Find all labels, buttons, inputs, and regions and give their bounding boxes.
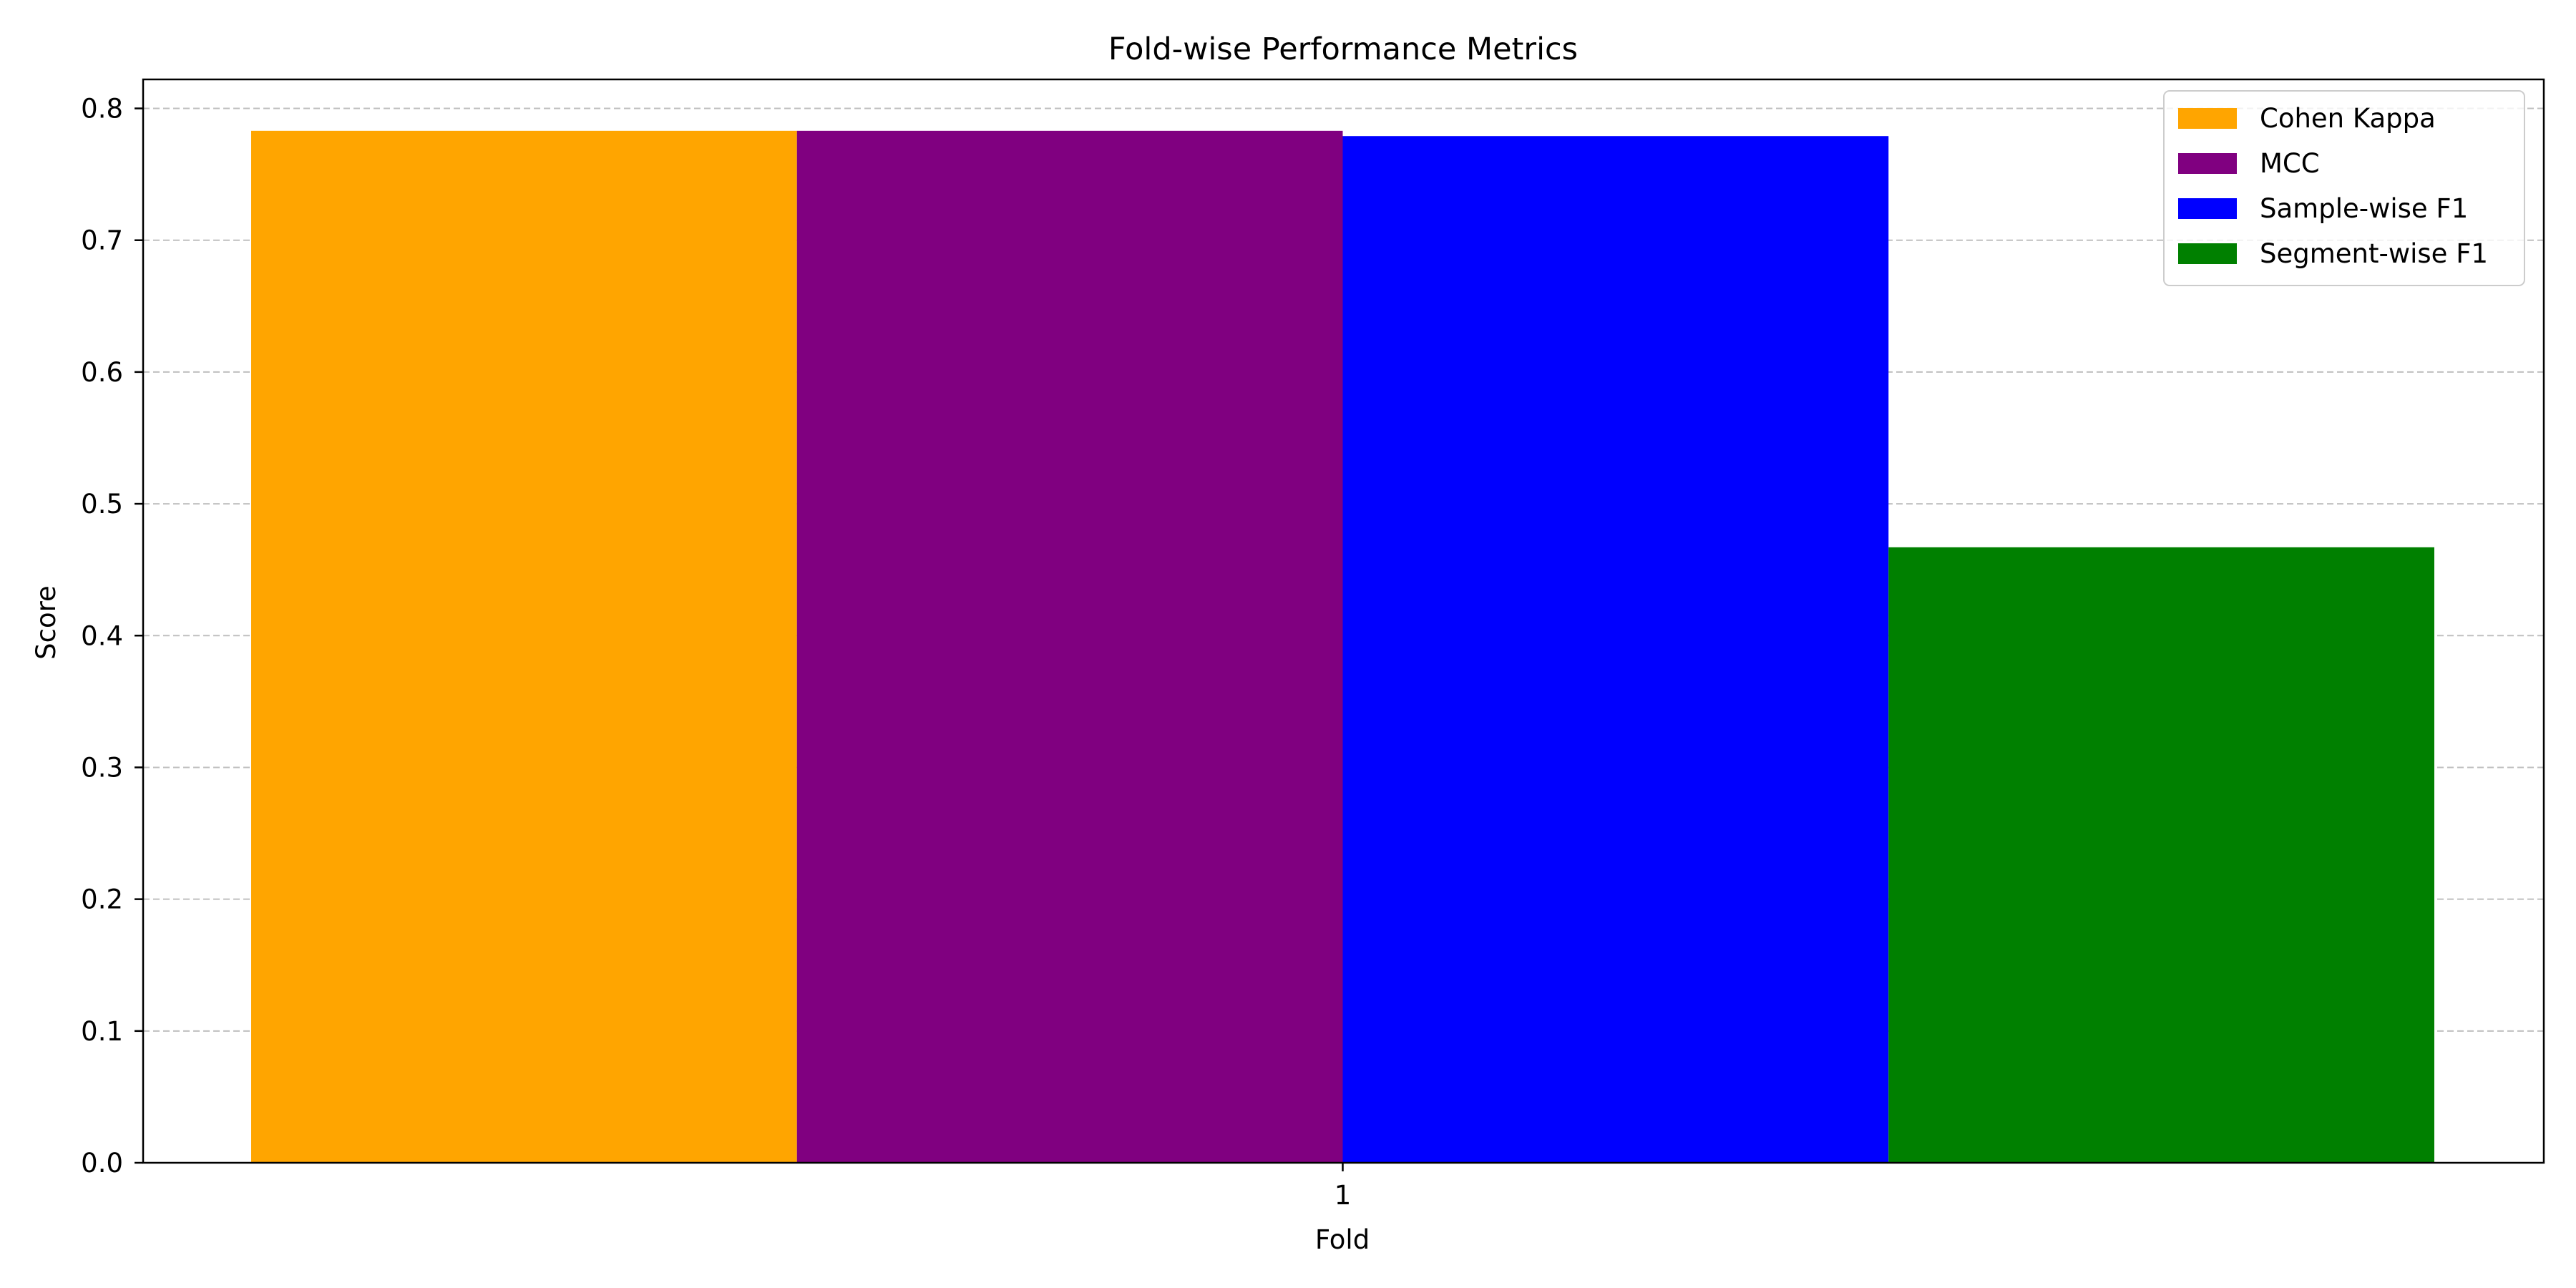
legend-swatch <box>2178 153 2237 174</box>
y-tick-label: 0.6 <box>81 357 123 388</box>
x-axis-ticks: 1 <box>1335 1163 1352 1211</box>
legend-label: MCC <box>2260 148 2320 179</box>
y-tick-label: 0.7 <box>81 225 123 256</box>
y-tick-label: 0.0 <box>81 1148 123 1179</box>
bar-mcc <box>796 130 1343 1163</box>
y-tick-label: 0.4 <box>81 620 123 651</box>
legend-label: Segment-wise F1 <box>2260 238 2488 269</box>
legend-swatch <box>2178 108 2237 129</box>
chart-title: Fold-wise Performance Metrics <box>1108 31 1578 67</box>
legend-frame <box>2163 90 2525 286</box>
bar-sample-wise-f1 <box>1342 136 1889 1163</box>
y-tick-label: 0.5 <box>81 489 123 519</box>
y-tick-label: 0.8 <box>81 94 123 125</box>
y-axis-label: Score <box>31 585 62 660</box>
y-axis-ticks: 0.0 0.1 0.2 0.3 0.4 0.5 0.6 0.7 0.8 <box>81 94 143 1179</box>
legend-swatch <box>2178 243 2237 264</box>
legend: Cohen Kappa MCC Sample-wise F1 Segment-wise… <box>2163 90 2525 286</box>
bar-layer <box>251 130 2434 1163</box>
bar-segment-wise-f1 <box>1888 547 2434 1163</box>
y-tick-label: 0.1 <box>81 1016 123 1047</box>
y-tick-label: 0.2 <box>81 884 123 915</box>
legend-label: Cohen Kappa <box>2260 103 2436 134</box>
x-tick-label: 1 <box>1335 1180 1352 1211</box>
bar-cohen-kappa <box>251 130 797 1163</box>
y-tick-label: 0.3 <box>81 752 123 783</box>
legend-items: Cohen Kappa MCC Sample-wise F1 Segment-wise… <box>2178 103 2488 269</box>
legend-swatch <box>2178 198 2237 219</box>
legend-label: Sample-wise F1 <box>2260 193 2468 224</box>
x-axis-label: Fold <box>1315 1224 1370 1255</box>
